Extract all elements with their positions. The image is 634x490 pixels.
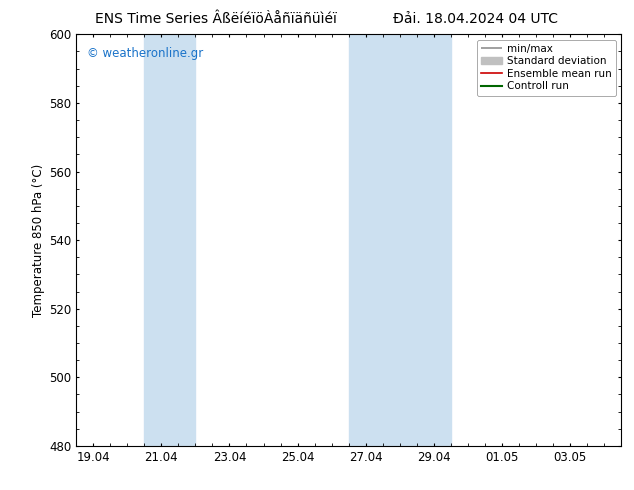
Text: Đải. 18.04.2024 04 UTC: Đải. 18.04.2024 04 UTC [393,12,558,26]
Y-axis label: Temperature 850 hPa (°C): Temperature 850 hPa (°C) [32,164,45,317]
Text: ENS Time Series ÂßëíéïöÀåñïäñüìéï: ENS Time Series ÂßëíéïöÀåñïäñüìéï [95,12,337,26]
Text: © weatheronline.gr: © weatheronline.gr [87,47,204,60]
Bar [349,34,451,446]
Legend: min/max, Standard deviation, Ensemble mean run, Controll run: min/max, Standard deviation, Ensemble me… [477,40,616,96]
Bar [144,34,195,446]
